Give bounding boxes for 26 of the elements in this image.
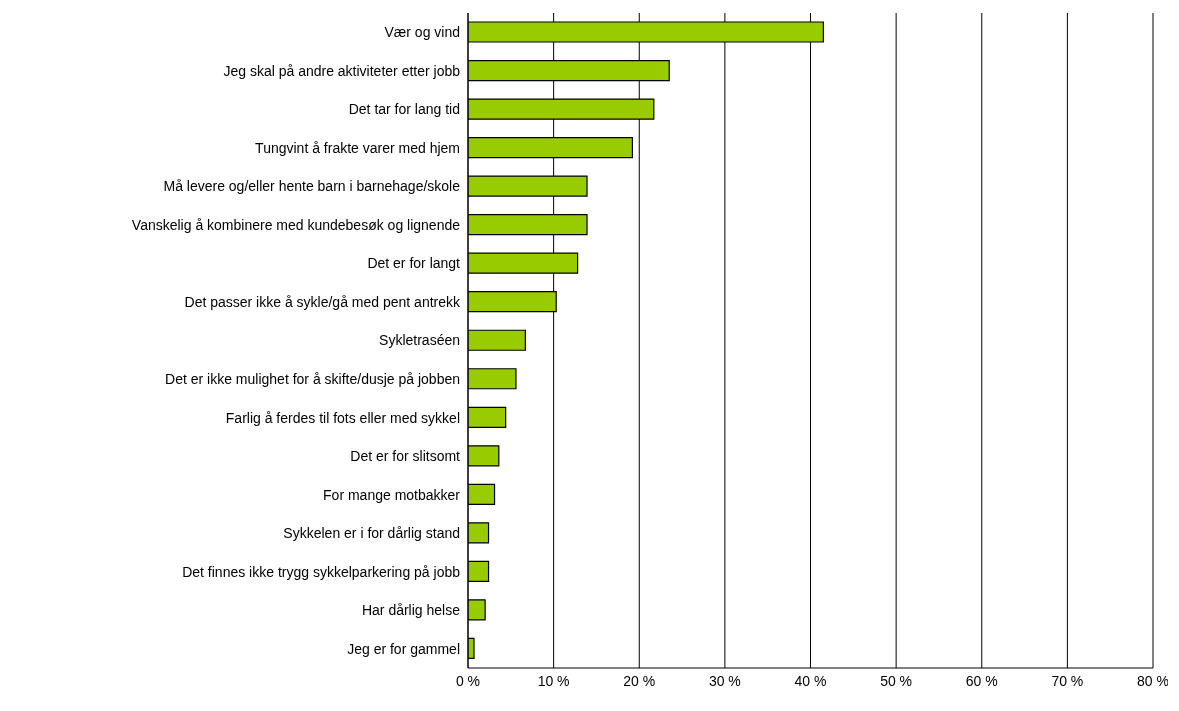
y-tick-label: Vanskelig å kombinere med kundebesøk og lignende <box>131 216 461 233</box>
x-tick-label: 40 % <box>794 672 827 689</box>
x-tick-label: 50 % <box>880 672 913 689</box>
y-tick-label: Det er ikke mulighet for å skifte/dusje på jobben <box>165 371 460 387</box>
y-tick-label: For mange motbakker <box>323 486 461 503</box>
y-tick-label: Det finnes ikke trygg sykkelparkering på jobb <box>182 563 461 580</box>
x-tick-label: 30 % <box>708 672 741 689</box>
y-tick-label: Det er for slitsomt <box>350 448 461 465</box>
y-tick-label: Det tar for lang tid <box>348 101 460 118</box>
y-tick-label: Vær og vind <box>384 24 460 41</box>
y-tick-label: Det er for langt <box>367 255 461 272</box>
x-tick-label: 0 % <box>455 672 481 689</box>
y-tick-label: Tungvint å frakte varer med hjem <box>255 139 460 156</box>
x-tick-label: 60 % <box>965 672 998 689</box>
x-tick-label: 10 % <box>537 672 570 689</box>
y-tick-label: Har dårlig helse <box>361 602 461 619</box>
y-tick-label: Må levere og/eller hente barn i barnehage/skole <box>163 178 461 195</box>
y-tick-label: Sykkelen er i for dårlig stand <box>283 525 460 542</box>
y-tick-label: Farlig å ferdes til fots eller med sykkel <box>225 409 460 426</box>
y-tick-label: Jeg skal på andre aktiviteter etter jobb <box>223 62 461 79</box>
x-tick-label: 80 % <box>1137 672 1169 689</box>
y-tick-label: Det passer ikke å sykle/gå med pent antrekk <box>184 293 461 310</box>
y-tick-label: Jeg er for gammel <box>347 640 460 657</box>
x-tick-label: 70 % <box>1051 672 1084 689</box>
y-tick-label: Sykletraséen <box>379 332 460 349</box>
x-tick-label: 20 % <box>623 672 656 689</box>
